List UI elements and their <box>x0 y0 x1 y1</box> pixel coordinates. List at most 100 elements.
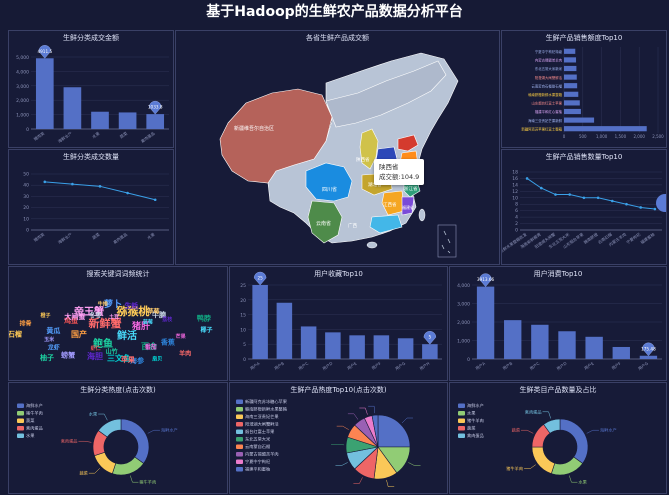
y-tick-label: 1,000 <box>16 113 29 119</box>
bar <box>252 285 268 359</box>
x-tick-label: 1,000 <box>596 134 608 139</box>
x-tick-label: 0 <box>563 134 566 139</box>
province-hainan[interactable] <box>366 241 378 249</box>
legend-swatch <box>236 414 243 419</box>
label-line <box>542 411 551 419</box>
slice-label: 禽肉蛋品 <box>525 408 542 415</box>
legend-label: 海鲜水产 <box>26 402 43 409</box>
slice-label: 禽肉蛋品 <box>61 438 78 445</box>
panel-title: 生鲜分类成交数量 <box>63 153 119 161</box>
y-tick-label: 5,000 <box>16 55 29 61</box>
label-line <box>88 468 100 474</box>
panel-title: 生鲜产品销售额度Top10 <box>545 34 623 42</box>
bar <box>118 112 137 129</box>
panel-prod-heat: 生鲜产品热度Top10(点击次数) 新疆阿克苏冰糖心苹果 赣南脐橙新鲜水果整箱 海南… <box>229 382 448 494</box>
province-fujian[interactable] <box>401 196 415 216</box>
slice-label: 水果 <box>578 479 587 486</box>
keyword: 三文鱼 <box>107 353 131 363</box>
bar <box>397 338 414 359</box>
x-tick-label: 宁夏枸杞 <box>625 231 642 245</box>
x-tick-label: 用户H <box>418 360 430 371</box>
keyword: 排骨 <box>19 319 31 327</box>
y-tick-label: 0 <box>467 357 470 363</box>
province-xinjiang[interactable] <box>219 88 333 184</box>
keyword: 蓝莓 <box>143 318 153 325</box>
side-expand-tab[interactable] <box>656 194 666 212</box>
label-line <box>130 475 139 483</box>
label-line <box>586 429 599 434</box>
bar <box>373 335 390 359</box>
data-point <box>568 193 571 196</box>
keyword: 猪肝 <box>131 320 150 332</box>
series-line <box>44 181 156 201</box>
y-tick-label: 50 <box>23 172 29 178</box>
keyword: 新鲜蟹 <box>89 316 122 330</box>
legend-swatch <box>17 411 24 416</box>
panel-title: 生鲜类目产品数量及占比 <box>519 386 597 394</box>
bar <box>531 324 549 359</box>
bar <box>564 100 580 106</box>
panel-category-qty: 生鲜分类成交数量 0 10 20 30 40 50 猪肉类 海鲜水产 蔬菜 禽肉蛋品 水果 <box>8 149 174 265</box>
legend-swatch <box>458 418 465 423</box>
keyword: 羊肉 <box>179 350 191 358</box>
y-tick-label: 2,000 <box>457 320 470 326</box>
x-tick-label: 用户A <box>248 360 260 371</box>
legend-swatch <box>236 422 243 427</box>
slice-label: 蔬菜 <box>512 427 521 434</box>
panel-map: 各省生鲜产品成交额 新疆维吾尔自治区 四川省 云南省 陕西省 湖北省 浙江省 <box>175 30 500 265</box>
province-shaanxi[interactable] <box>359 128 379 170</box>
keyword: 扇贝 <box>152 356 162 363</box>
y-tick-label: 海南三亚贵妃芒果新鲜 <box>528 118 563 123</box>
label-line <box>524 464 536 469</box>
x-tick-label: 禽肉蛋品 <box>112 231 129 245</box>
x-tick-label: 用户G <box>394 360 407 371</box>
y-tick-label: 2,000 <box>16 98 29 104</box>
x-tick-label: 用户D <box>321 360 334 371</box>
x-tick-label: 猪肉类 <box>32 130 45 142</box>
legend-label: 新疆阿克苏冰糖心苹果 <box>245 398 288 405</box>
x-tick-label: 用户F <box>370 360 382 371</box>
data-point <box>625 202 628 206</box>
y-tick-label: 6 <box>515 208 518 214</box>
panel-title: 各省生鲜产品成交额 <box>306 34 369 42</box>
province-neimenggu[interactable] <box>325 60 447 128</box>
x-tick-label: 赣南脐橙 <box>582 231 599 245</box>
legend-label: 赣南脐橙新鲜水果整箱 <box>245 406 287 413</box>
province-yunnan[interactable] <box>307 200 343 244</box>
bar <box>63 87 82 129</box>
bar <box>612 346 630 359</box>
user-fav-chart: 0 5 10 15 20 25 用户A 用户B 用户C 用户D 用户E 用户F 用户G 用户H 25 5 <box>240 271 442 371</box>
map-label-jiangxi: 江西省 <box>383 201 397 208</box>
tooltip-value: 成交额:104.9 <box>379 173 420 181</box>
panel-title: 生鲜分类成交金额 <box>63 34 119 42</box>
y-tick-label: 18 <box>512 170 518 176</box>
province-taiwan[interactable] <box>418 208 426 222</box>
province-jiangxi[interactable] <box>381 190 405 216</box>
data-point <box>554 193 557 196</box>
prod-heat-chart: 新疆阿克苏冰糖心苹果赣南脐橙新鲜水果整箱海南三亚贵妃芒果阳澄湖大闸蟹鲜活烟台红富… <box>236 398 421 487</box>
keyword: 橙子 <box>40 312 50 319</box>
legend-label: 内蒙古锡盟羔羊肉 <box>245 451 279 458</box>
keyword: 大闸蟹 <box>64 312 85 321</box>
legend-swatch <box>236 437 243 442</box>
bar <box>564 74 577 80</box>
panel-user-spend: 用户消费Top10 0 1,000 2,000 3,000 4,000 用户A 用户B 用户C… <box>449 266 667 381</box>
x-tick-label: 用户D <box>555 360 568 371</box>
bar <box>564 117 595 123</box>
panel-title: 用户消费Top10 <box>533 270 583 278</box>
legend-label: 蔬菜 <box>467 425 476 432</box>
province-shandong[interactable] <box>397 134 419 152</box>
x-tick-label: 用户B <box>273 360 285 371</box>
province-guangdong[interactable] <box>369 214 403 234</box>
y-tick-label: 20 <box>23 205 29 211</box>
legend-label: 海鲜水产 <box>467 402 484 409</box>
y-tick-label: 5 <box>243 342 246 348</box>
map-label-yunnan: 云南省 <box>316 220 331 227</box>
province-sichuan[interactable] <box>305 162 353 202</box>
label-line <box>147 429 160 434</box>
y-tick-label: 8 <box>515 202 518 208</box>
keyword: 龙虾 <box>48 344 60 352</box>
bar <box>564 126 647 132</box>
